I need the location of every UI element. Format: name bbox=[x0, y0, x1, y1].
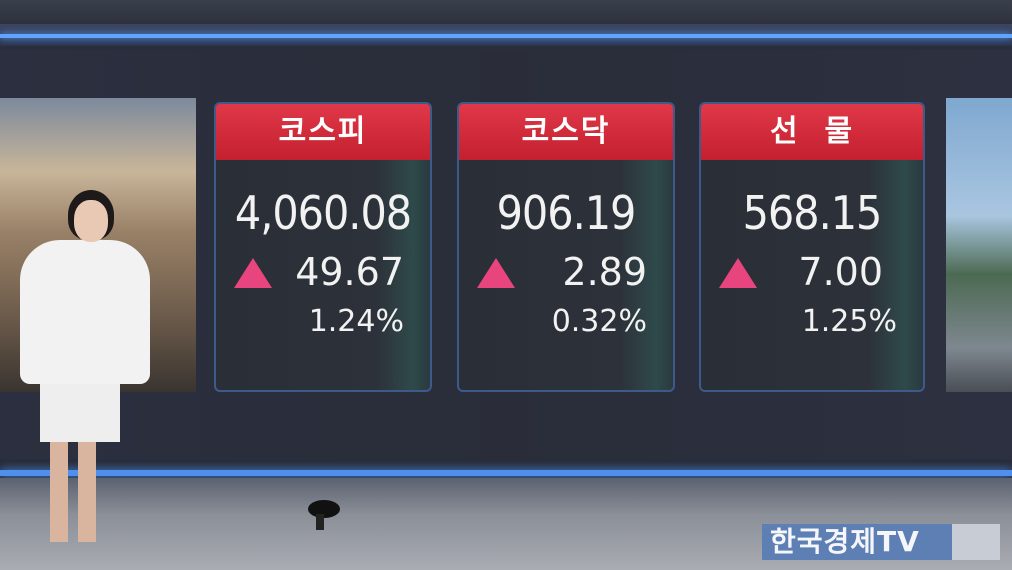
index-change: 49.67 bbox=[295, 250, 404, 294]
microphone-stand bbox=[316, 514, 324, 530]
up-triangle-icon bbox=[234, 258, 272, 288]
index-name: 코스닥 bbox=[459, 104, 673, 160]
broadcaster-logo: 한국경제TV bbox=[762, 524, 952, 560]
logo-tail bbox=[952, 524, 1000, 560]
anchor-leg bbox=[50, 442, 68, 542]
index-change-pct: 1.25% bbox=[801, 304, 897, 339]
index-card-kosdaq: 코스닥 906.19 2.89 0.32% bbox=[457, 102, 675, 392]
news-anchor bbox=[16, 190, 156, 550]
ceiling-light-strip bbox=[0, 34, 1012, 38]
index-value: 4,060.08 bbox=[234, 186, 412, 240]
index-name: 선 물 bbox=[701, 104, 923, 160]
index-card-kospi: 코스피 4,060.08 49.67 1.24% bbox=[214, 102, 432, 392]
floor-microphone bbox=[308, 500, 340, 518]
anchor-skirt bbox=[40, 376, 120, 442]
index-change: 2.89 bbox=[562, 250, 647, 294]
anchor-face bbox=[74, 200, 108, 242]
index-value: 568.15 bbox=[742, 186, 883, 240]
anchor-leg bbox=[78, 442, 96, 542]
index-change-pct: 0.32% bbox=[551, 304, 647, 339]
index-value: 906.19 bbox=[496, 186, 637, 240]
city-image-right bbox=[946, 98, 1012, 392]
up-triangle-icon bbox=[719, 258, 757, 288]
index-change: 7.00 bbox=[798, 250, 883, 294]
anchor-jacket bbox=[20, 240, 150, 384]
up-triangle-icon bbox=[477, 258, 515, 288]
index-change-pct: 1.24% bbox=[308, 304, 404, 339]
index-card-futures: 선 물 568.15 7.00 1.25% bbox=[699, 102, 925, 392]
index-name: 코스피 bbox=[216, 104, 430, 160]
floor-light-strip bbox=[0, 470, 1012, 476]
